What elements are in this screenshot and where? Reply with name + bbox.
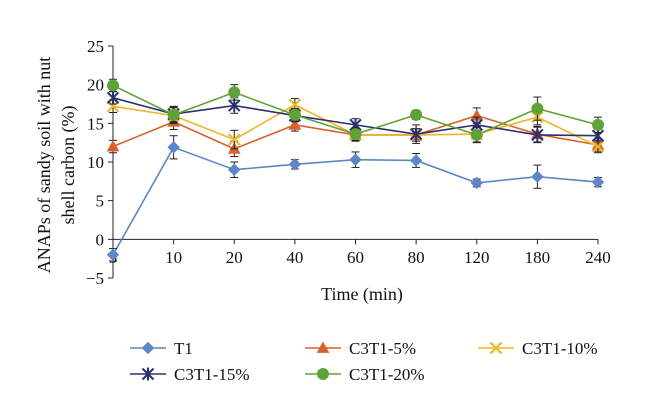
- x-tick-label: 120: [464, 248, 490, 267]
- legend-item: C3T1-5%: [305, 339, 416, 358]
- data-point: [531, 170, 544, 183]
- data-point: [531, 102, 544, 115]
- legend-label: C3T1-15%: [174, 365, 250, 384]
- x-tick-label: 40: [286, 248, 303, 267]
- marker-stroke: [489, 341, 503, 355]
- y-axis-title: ANAPs of sandy soil with nut shell carbo…: [34, 57, 79, 274]
- x-tick-label: 20: [226, 248, 243, 267]
- data-point: [228, 133, 241, 146]
- legend-marker: [316, 341, 330, 353]
- y-tick-label: 5: [96, 192, 105, 211]
- legend-marker: [141, 341, 155, 355]
- series-layer: [106, 78, 605, 262]
- legend-marker: [317, 368, 329, 380]
- series-4: [107, 78, 604, 144]
- y-tick-labels: 25 20 15 10 5 0 −5: [86, 37, 104, 288]
- marker-stroke: [228, 133, 241, 146]
- data-point: [409, 127, 423, 141]
- x-tick-label: 240: [585, 248, 611, 267]
- y-axis-title-line-2: shell carbon (%): [58, 106, 79, 225]
- x-tick-label: 10: [165, 248, 182, 267]
- y-tick-label: −5: [86, 269, 104, 288]
- data-point: [531, 128, 544, 142]
- data-point: [349, 128, 362, 141]
- series-0: [106, 135, 605, 262]
- data-point: [349, 153, 362, 166]
- data-point: [470, 176, 483, 190]
- legend-item: C3T1-20%: [305, 365, 425, 384]
- legend-label: T1: [174, 339, 193, 358]
- legend-item: T1: [130, 339, 193, 358]
- data-point: [228, 99, 241, 113]
- x-axis-title: Time (min): [321, 284, 403, 305]
- data-point: [167, 108, 180, 121]
- data-point: [470, 128, 483, 141]
- y-tick-label: 25: [87, 37, 104, 56]
- data-point: [288, 158, 302, 171]
- legend-label: C3T1-5%: [349, 339, 416, 358]
- legend-label: C3T1-10%: [522, 339, 598, 358]
- legend: T1 C3T1-5% C3T1-10% C3T1-15% C3T1-20%: [130, 339, 598, 384]
- data-point: [228, 163, 241, 176]
- data-point: [167, 141, 180, 154]
- data-point: [106, 91, 120, 105]
- y-axis-title-line-1: ANAPs of sandy soil with nut: [34, 57, 54, 274]
- legend-item: C3T1-10%: [478, 339, 598, 358]
- data-point: [591, 140, 605, 153]
- legend-marker: [489, 341, 503, 355]
- data-point: [288, 108, 301, 121]
- data-point: [591, 175, 605, 189]
- data-point: [106, 248, 120, 262]
- marker-stroke: [591, 140, 605, 153]
- y-tick-label: 20: [87, 76, 104, 95]
- data-point: [410, 108, 423, 121]
- data-point: [106, 140, 120, 152]
- x-tick-label: 80: [408, 248, 425, 267]
- data-point: [228, 86, 241, 99]
- legend-label: C3T1-20%: [349, 365, 425, 384]
- axes: [108, 45, 599, 279]
- x-tick-label: 60: [347, 248, 364, 267]
- legend-item: C3T1-15%: [130, 365, 250, 384]
- x-tick-label: 180: [525, 248, 551, 267]
- y-tick-label: 15: [87, 114, 104, 133]
- data-point: [409, 154, 423, 167]
- y-tick-label: 10: [87, 153, 104, 172]
- data-point: [592, 118, 604, 131]
- y-tick-label: 0: [96, 230, 105, 249]
- legend-marker: [141, 367, 155, 381]
- data-point: [107, 79, 119, 92]
- data-point: [288, 118, 302, 130]
